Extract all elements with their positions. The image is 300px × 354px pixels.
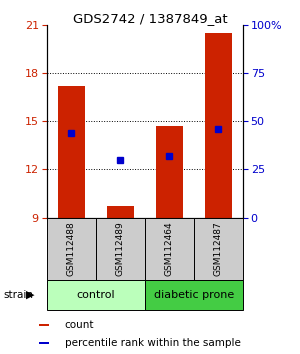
Bar	[205, 33, 232, 218]
Text: control: control	[76, 290, 115, 300]
Text: GSM112464: GSM112464	[165, 221, 174, 276]
Text: GDS2742 / 1387849_at: GDS2742 / 1387849_at	[73, 12, 227, 25]
Bar	[58, 86, 85, 218]
Text: percentile rank within the sample: percentile rank within the sample	[64, 338, 240, 348]
Bar	[145, 218, 194, 280]
Bar	[194, 218, 243, 280]
Text: count: count	[64, 320, 94, 330]
Text: GSM112489: GSM112489	[116, 221, 125, 276]
Text: strain: strain	[3, 290, 33, 300]
Text: ▶: ▶	[26, 290, 34, 300]
Bar	[107, 206, 134, 218]
Bar	[96, 218, 145, 280]
Bar	[39, 324, 49, 326]
Text: GSM112487: GSM112487	[214, 221, 223, 276]
Bar	[46, 218, 96, 280]
Bar	[39, 342, 49, 344]
Bar	[156, 126, 183, 218]
Bar	[145, 280, 243, 310]
Text: diabetic prone: diabetic prone	[154, 290, 234, 300]
Bar	[46, 280, 145, 310]
Text: GSM112488: GSM112488	[67, 221, 76, 276]
